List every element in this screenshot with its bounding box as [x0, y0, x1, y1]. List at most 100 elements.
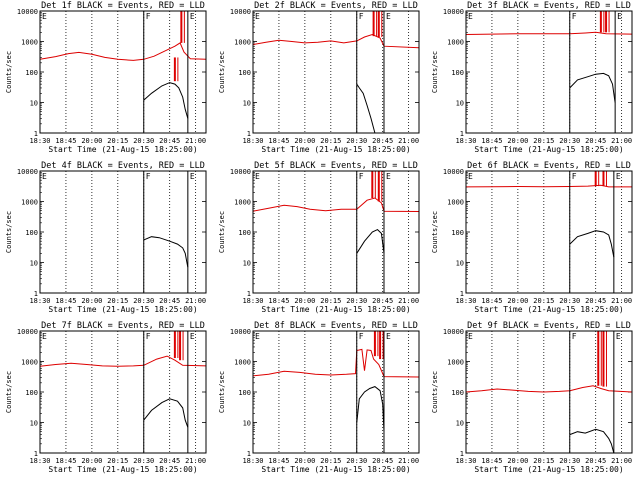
x-tick-label: 18:45: [481, 457, 502, 465]
x-axis-label: Start Time (21-Aug-15 18:25:00): [261, 305, 410, 314]
y-tick-label: 1: [34, 450, 38, 458]
panel-title: Det 7f BLACK = Events, RED = LLD: [41, 321, 205, 331]
y-tick-label: 1000: [21, 199, 38, 207]
marker-label-f: F: [572, 172, 577, 181]
y-tick-label: 10: [456, 260, 464, 268]
x-tick-label: 18:30: [242, 457, 263, 465]
x-tick-label: 18:45: [268, 137, 289, 145]
x-axis-label: Start Time (21-Aug-15 18:25:00): [261, 145, 410, 154]
y-tick-label: 10000: [443, 328, 464, 336]
x-axis-label: Start Time (21-Aug-15 18:25:00): [474, 465, 623, 474]
y-tick-label: 1: [247, 130, 251, 138]
y-tick-label: 10000: [443, 8, 464, 16]
x-tick-label: 20:15: [107, 457, 128, 465]
x-tick-label: 20:00: [507, 137, 528, 145]
marker-label-e: E: [386, 172, 391, 181]
y-tick-label: 10000: [17, 328, 38, 336]
x-tick-label: 20:30: [559, 457, 580, 465]
marker-label-e: E: [616, 332, 621, 341]
plot-frame: [252, 170, 420, 294]
x-tick-label: 21:00: [398, 457, 419, 465]
marker-label-f: F: [572, 12, 577, 21]
y-tick-label: 10: [30, 420, 38, 428]
x-tick-label: 20:30: [346, 137, 367, 145]
x-tick-label: 20:30: [133, 297, 154, 305]
y-tick-label: 1000: [234, 199, 251, 207]
x-tick-label: 18:30: [242, 297, 263, 305]
x-tick-label: 20:30: [133, 137, 154, 145]
marker-label-s: E: [468, 12, 473, 21]
marker-label-f: F: [359, 12, 364, 21]
x-tick-label: 18:45: [481, 137, 502, 145]
y-tick-label: 1000: [447, 39, 464, 47]
marker-label-e: E: [190, 172, 195, 181]
x-tick-label: 18:30: [242, 137, 263, 145]
marker-label-s: E: [42, 172, 47, 181]
lld-series-line: [252, 33, 420, 49]
x-axis-label: Start Time (21-Aug-15 18:25:00): [474, 305, 623, 314]
lld-series-line: [39, 355, 207, 367]
x-tick-label: 21:00: [398, 137, 419, 145]
x-tick-label: 18:45: [55, 137, 76, 145]
x-tick-label: 18:30: [29, 457, 50, 465]
x-tick-label: 20:45: [585, 457, 606, 465]
y-axis-label: Counts/sec: [5, 51, 13, 93]
y-tick-label: 1000: [447, 199, 464, 207]
x-tick-label: 18:30: [455, 137, 476, 145]
panel-det-8: Det 8f BLACK = Events, RED = LLD Counts/s…: [218, 321, 420, 474]
x-tick-label: 18:30: [455, 457, 476, 465]
events-series-line: [569, 230, 615, 258]
marker-label-e: E: [617, 12, 622, 21]
plot-frame: [465, 170, 633, 294]
y-tick-label: 10: [456, 420, 464, 428]
events-series-line: [569, 72, 616, 103]
x-tick-label: 20:15: [320, 457, 341, 465]
x-tick-label: 20:15: [533, 457, 554, 465]
panel-det-6: Det 6f BLACK = Events, RED = LLD Counts/s…: [431, 161, 633, 314]
y-axis-label: Counts/sec: [431, 51, 439, 93]
x-tick-label: 21:00: [611, 457, 632, 465]
plot-frame: [252, 10, 420, 134]
panel-det-3: Det 3f BLACK = Events, RED = LLD Counts/s…: [431, 1, 633, 154]
events-series-line: [356, 386, 385, 432]
y-axis-label: Counts/sec: [218, 51, 226, 93]
x-tick-label: 20:15: [533, 297, 554, 305]
panel-det-2: Det 2f BLACK = Events, RED = LLD Counts/s…: [218, 1, 420, 154]
x-tick-label: 21:00: [611, 137, 632, 145]
plot-frame: [465, 330, 633, 454]
marker-label-e: E: [386, 12, 391, 21]
y-tick-label: 10: [243, 260, 251, 268]
x-tick-label: 20:00: [294, 457, 315, 465]
y-tick-label: 10000: [230, 8, 251, 16]
y-tick-label: 1000: [21, 359, 38, 367]
y-tick-label: 100: [451, 69, 464, 77]
y-tick-label: 1: [247, 290, 251, 298]
x-tick-label: 20:45: [159, 137, 180, 145]
y-tick-label: 1000: [21, 39, 38, 47]
x-tick-label: 21:00: [398, 297, 419, 305]
y-tick-label: 1: [34, 130, 38, 138]
y-tick-label: 100: [238, 229, 251, 237]
marker-label-s: E: [255, 332, 260, 341]
y-tick-label: 100: [25, 389, 38, 397]
x-tick-label: 21:00: [185, 137, 206, 145]
x-tick-label: 20:15: [320, 137, 341, 145]
y-tick-label: 10000: [17, 8, 38, 16]
marker-label-s: E: [255, 172, 260, 181]
lld-series-line: [252, 197, 420, 212]
panel-title: Det 5f BLACK = Events, RED = LLD: [254, 161, 418, 171]
plot-frame: [39, 170, 207, 294]
x-tick-label: 20:00: [81, 297, 102, 305]
plot-frame: [252, 330, 420, 454]
x-tick-label: 20:30: [559, 297, 580, 305]
marker-label-s: E: [42, 332, 47, 341]
events-series-line: [143, 82, 189, 119]
y-tick-label: 100: [25, 229, 38, 237]
y-tick-label: 100: [25, 69, 38, 77]
x-tick-label: 18:30: [29, 137, 50, 145]
marker-label-e: E: [386, 332, 391, 341]
x-tick-label: 20:00: [81, 137, 102, 145]
x-axis-label: Start Time (21-Aug-15 18:25:00): [261, 465, 410, 474]
y-tick-label: 100: [238, 389, 251, 397]
